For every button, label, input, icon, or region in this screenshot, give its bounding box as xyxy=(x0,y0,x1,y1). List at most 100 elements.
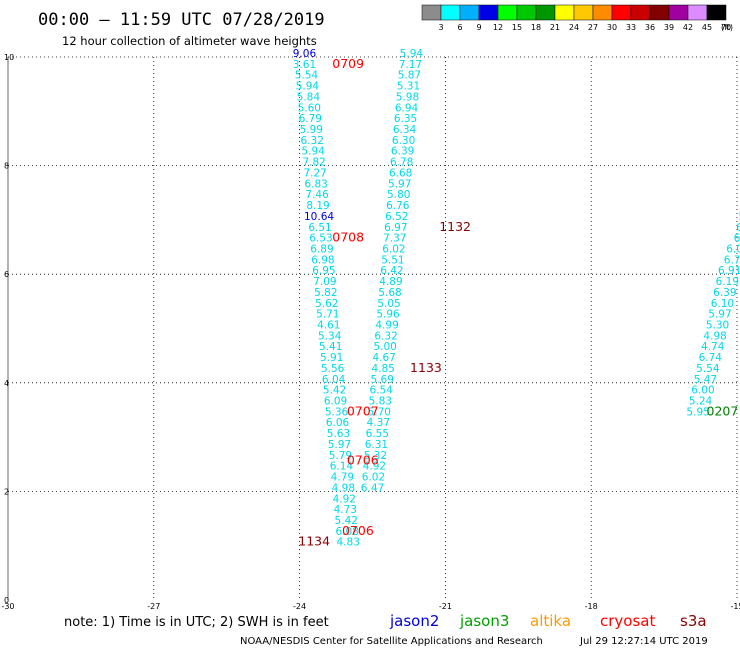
x-tick-label: -30 xyxy=(1,602,14,611)
swh-value-label: 8.19 xyxy=(306,200,329,212)
swh-value-label: 7.37 xyxy=(383,233,406,245)
pass-time-label: 0707 xyxy=(347,403,379,418)
colorbar-label: 45 xyxy=(702,23,712,32)
swh-value-label: 5.24 xyxy=(689,396,713,408)
swh-value-label: 6.10 xyxy=(711,298,734,310)
note-text: note: 1) Time is in UTC; 2) SWH is in fe… xyxy=(64,615,329,630)
swh-value-label: 5.63 xyxy=(327,428,350,440)
pass-time-label: 1134 xyxy=(298,534,330,549)
colorbar-label: 12 xyxy=(493,23,503,32)
swh-value-label: 6.98 xyxy=(311,254,334,266)
y-tick-label: 10 xyxy=(4,53,14,62)
swh-value-label: 6.35 xyxy=(394,113,417,125)
swh-value-label: 5.32 xyxy=(364,450,387,462)
colorbar-swatch xyxy=(706,4,727,21)
swh-value-label: 7.17 xyxy=(399,59,422,71)
colorbar-label: 3 xyxy=(438,23,443,32)
chart-title: 00:00 – 11:59 UTC 07/28/2019 xyxy=(38,10,325,30)
swh-value-label: 6.95 xyxy=(312,265,335,277)
swh-value-label: 4.89 xyxy=(379,276,402,288)
swh-value-label: 5.54 xyxy=(295,70,319,82)
mission-altika: altika xyxy=(530,612,571,630)
swh-value-label: 6.39 xyxy=(713,287,736,299)
colorbar-unit-label: (ft) xyxy=(721,23,733,32)
swh-value-label: 5.97 xyxy=(388,178,411,190)
colorbar-swatch xyxy=(535,4,556,21)
colorbar-label: 70 xyxy=(721,23,731,32)
swh-value-label: 5.82 xyxy=(314,287,337,299)
swh-value-label: 6.14 xyxy=(330,461,354,473)
swh-value-label: 7.09 xyxy=(313,276,336,288)
swh-value-label: 5.83 xyxy=(369,396,392,408)
swh-value-label: 5.31 xyxy=(397,81,420,93)
swh-value-label: 6.78 xyxy=(390,157,413,169)
colorbar-label: 30 xyxy=(607,23,617,32)
swh-value-label: 5.00 xyxy=(373,341,396,353)
x-tick-label: -15 xyxy=(730,602,740,611)
swh-value-label: 5.97 xyxy=(328,439,351,451)
swh-value-label: 6.0 xyxy=(726,243,740,255)
swh-value-label: 6.39 xyxy=(391,146,414,158)
swh-value-label: 5.56 xyxy=(321,363,345,375)
swh-value-label: 6.02 xyxy=(382,243,405,255)
x-tick-label: -21 xyxy=(439,602,452,611)
colorbar-label: 6 xyxy=(457,23,462,32)
swh-value-label: 5.98 xyxy=(396,91,419,103)
swh-value-label: 6.53 xyxy=(309,233,332,245)
track-b: 5.947.175.875.315.986.946.356.346.306.39… xyxy=(361,48,424,494)
swh-value-label: 5.79 xyxy=(329,450,352,462)
swh-value-label: 6.94 xyxy=(395,102,419,114)
swh-value-label: 6.74 xyxy=(699,352,723,364)
swh-value-label: 4.74 xyxy=(701,341,725,353)
swh-value-label: 5.71 xyxy=(316,309,339,321)
pass-time-label: 1132 xyxy=(439,219,471,234)
pass-time-label: 0706 xyxy=(347,452,379,467)
colorbar-label: 33 xyxy=(626,23,636,32)
chart-grid xyxy=(8,56,738,600)
swh-value-label: 4.67 xyxy=(372,352,395,364)
swh-value-label: 6.34 xyxy=(393,124,417,136)
colorbar-label: 39 xyxy=(664,23,674,32)
mission-legend: jason2 jason3 altika cryosat s3a xyxy=(389,612,707,630)
pass-time-label: 0709 xyxy=(332,56,364,71)
swh-value-label: 5.68 xyxy=(378,287,401,299)
swh-value-label: 6 xyxy=(734,233,740,245)
colorbar-label: 36 xyxy=(645,23,655,32)
swh-value-label: 5.94 xyxy=(400,48,424,60)
swh-value-label: 4.61 xyxy=(317,320,340,332)
colorbar-swatch xyxy=(668,4,689,21)
x-tick-label: -27 xyxy=(147,602,160,611)
y-tick-label: 2 xyxy=(4,487,9,496)
swh-value-label: 5.42 xyxy=(335,515,358,527)
colorbar-label: 24 xyxy=(569,23,579,32)
swh-value-label: 5.34 xyxy=(318,330,342,342)
swh-value-label: 4.92 xyxy=(333,493,356,505)
swh-value-label: 5.30 xyxy=(706,320,729,332)
swh-value-label: 7.82 xyxy=(302,157,325,169)
swh-value-label: 5.51 xyxy=(381,254,404,266)
swh-value-label: 4.98 xyxy=(703,330,726,342)
swh-value-label: 6.42 xyxy=(380,265,403,277)
swh-value-label: 6.7 xyxy=(724,254,740,266)
swh-value-label: 7.46 xyxy=(305,189,329,201)
axis-ticks: -30 -27 -24 -21 -18 -15 0 2 4 6 8 10 xyxy=(1,53,740,611)
credit-text: NOAA/NESDIS Center for Satellite Applica… xyxy=(240,636,543,647)
swh-value-label: 6.52 xyxy=(385,211,408,223)
chart-subtitle: 12 hour collection of altimeter wave hei… xyxy=(62,34,317,48)
swh-value-label: 5.84 xyxy=(297,91,321,103)
swh-value-label: 4.98 xyxy=(332,482,355,494)
swh-value-label: 5.97 xyxy=(708,309,731,321)
swh-value-label: 4.73 xyxy=(334,504,357,516)
colorbar-swatch xyxy=(440,4,461,21)
colorbar-swatch xyxy=(649,4,670,21)
y-tick-label: 0 xyxy=(4,596,9,605)
colorbar-swatch xyxy=(459,4,480,21)
swh-value-label: 10.64 xyxy=(304,211,334,223)
pass-time-label: 0207 xyxy=(707,403,739,418)
swh-value-label: 5.47 xyxy=(694,374,717,386)
swh-value-label: 6.32 xyxy=(374,330,397,342)
swh-value-label: 6.31 xyxy=(365,439,388,451)
pass-time-label: 1133 xyxy=(410,360,442,375)
swh-value-label: 6.06 xyxy=(326,417,350,429)
